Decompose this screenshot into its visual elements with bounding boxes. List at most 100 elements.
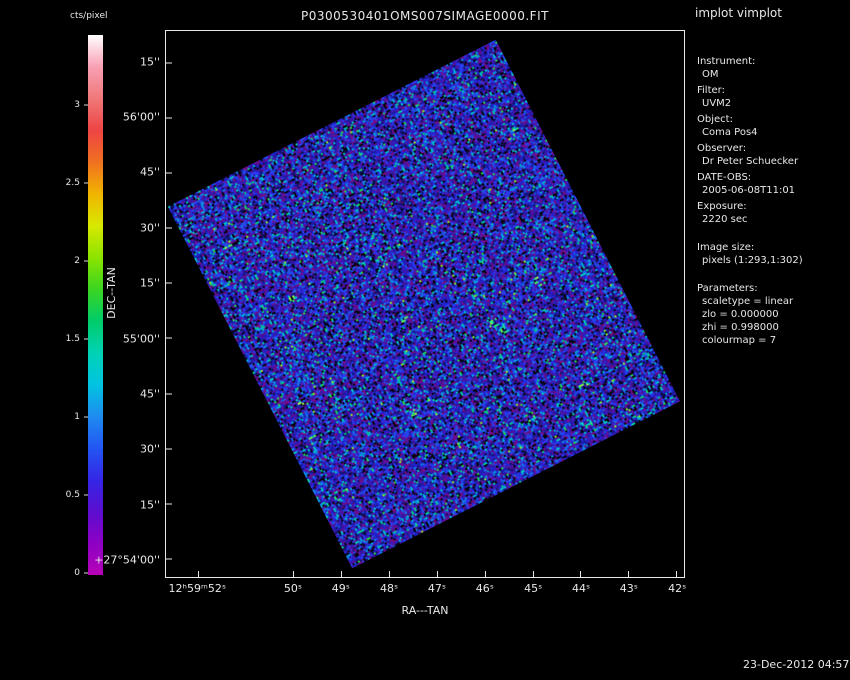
- plot-box: [165, 30, 685, 578]
- x-tick-mark: [676, 571, 678, 577]
- info-field-label: Exposure:: [697, 201, 747, 212]
- info-field-value: 2220 sec: [702, 214, 748, 225]
- x-tick-mark: [389, 571, 391, 577]
- x-tick-label: 12ʰ59ᵐ52ˢ: [168, 582, 226, 595]
- info-panel: Instrument: OM Filter: UVM2 Object: Coma…: [697, 55, 847, 350]
- y-tick-label: +27°54'00'': [94, 553, 160, 567]
- colorbar-tick-label: 2: [74, 256, 80, 267]
- info-field: Filter: UVM2: [697, 84, 847, 110]
- y-tick-label: 15'': [139, 498, 160, 512]
- x-tick-mark: [532, 571, 534, 577]
- info-field-label: DATE-OBS:: [697, 172, 752, 183]
- colorbar-tick-mark: [84, 494, 88, 496]
- info-spacer: [697, 229, 847, 241]
- info-field: DATE-OBS: 2005-06-08T11:01: [697, 171, 847, 197]
- image-title: P0300530401OMS007SIMAGE0000.FIT: [301, 9, 549, 23]
- x-tick-mark: [293, 571, 295, 577]
- y-tick-mark: [166, 117, 172, 119]
- y-tick-label: 30'': [139, 442, 160, 456]
- y-tick-mark: [166, 282, 172, 284]
- x-tick-mark: [628, 571, 630, 577]
- x-tick-label: 49ˢ: [331, 582, 350, 595]
- y-tick-label: 45'': [139, 165, 160, 179]
- info-field-label: Instrument:: [697, 56, 756, 67]
- info-field-value: Coma Pos4: [702, 127, 758, 138]
- info-field: Object: Coma Pos4: [697, 113, 847, 139]
- x-tick-mark: [580, 571, 582, 577]
- y-tick-mark: [166, 448, 172, 450]
- info-field-value: UVM2: [702, 98, 732, 109]
- timestamp: 23-Dec-2012 04:57: [743, 658, 850, 671]
- x-tick-mark: [436, 571, 438, 577]
- y-tick-label: 15'': [139, 276, 160, 290]
- parameters-field: Parameters: scaletype = linear zlo = 0.0…: [697, 282, 847, 347]
- y-tick-label: 45'': [139, 387, 160, 401]
- y-tick-mark: [166, 172, 172, 174]
- x-tick-label: 44ˢ: [571, 582, 591, 595]
- x-tick-label: 46ˢ: [475, 582, 494, 595]
- parameters-label: Parameters:: [697, 283, 758, 294]
- x-tick-marks: [166, 31, 684, 577]
- x-tick-label: 50ˢ: [283, 582, 302, 595]
- y-tick-marks: [166, 31, 684, 577]
- info-field: Exposure: 2220 sec: [697, 200, 847, 226]
- info-field: Instrument: OM: [697, 55, 847, 81]
- colorbar-title: cts/pixel: [70, 11, 108, 21]
- parameter-line: colourmap = 7: [702, 335, 777, 346]
- info-spacer: [697, 270, 847, 282]
- info-fields-list: Instrument: OM Filter: UVM2 Object: Coma…: [697, 55, 847, 226]
- x-tick-label: 42ˢ: [668, 582, 687, 595]
- parameter-line: zlo = 0.000000: [702, 309, 779, 320]
- x-axis-title: RA---TAN: [401, 604, 449, 617]
- x-tick-label: 48ˢ: [380, 582, 399, 595]
- image-size-label: Image size:: [697, 242, 755, 253]
- x-tick-label: 45ˢ: [524, 582, 543, 595]
- x-axis-tick-labels: 12ʰ59ᵐ52ˢ 50ˢ 49ˢ 48ˢ 47ˢ 46ˢ 45ˢ 44ˢ 43…: [165, 582, 687, 598]
- colorbar-tick-mark: [84, 572, 88, 574]
- image-size-value: pixels (1:293,1:302): [702, 255, 803, 266]
- colorbar-tick-label: 2.5: [65, 177, 80, 188]
- colorbar-tick-mark: [84, 104, 88, 106]
- colorbar-tick-mark: [84, 416, 88, 418]
- x-tick-label: 47ˢ: [427, 582, 447, 595]
- y-tick-mark: [166, 558, 172, 560]
- colorbar-tick-mark: [84, 260, 88, 262]
- y-tick-mark: [166, 62, 172, 64]
- x-tick-mark: [198, 571, 200, 577]
- y-axis-tick-labels: 15'' 56'00'' 45'' 30'' 15'' 55'00'' 45''…: [88, 30, 160, 578]
- colorbar-tick-label: 1.5: [65, 334, 80, 345]
- info-field-value: 2005-06-08T11:01: [702, 185, 796, 196]
- info-field-label: Observer:: [697, 143, 747, 154]
- colorbar-tick-marks: [84, 35, 88, 575]
- y-tick-mark: [166, 393, 172, 395]
- info-field-value: OM: [702, 69, 719, 80]
- y-tick-mark: [166, 337, 172, 339]
- colorbar-tick-labels: 3 2.5 2 1.5 1 0.5 0: [44, 35, 80, 578]
- y-axis-title: DEC--TAN: [105, 267, 118, 319]
- colorbar-tick-label: 1: [74, 411, 80, 422]
- colorbar-tick-label: 3: [74, 100, 80, 111]
- parameter-line: zhi = 0.998000: [702, 322, 779, 333]
- y-tick-label: 55'00'': [122, 332, 160, 346]
- colorbar-tick-label: 0: [74, 567, 80, 578]
- info-field-label: Object:: [697, 114, 733, 125]
- colorbar-tick-label: 0.5: [65, 490, 80, 501]
- y-tick-mark: [166, 503, 172, 505]
- colorbar-tick-mark: [84, 338, 88, 340]
- image-size-field: Image size: pixels (1:293,1:302): [697, 241, 847, 267]
- parameter-lines-list: scaletype = linear zlo = 0.000000 zhi = …: [697, 295, 847, 347]
- y-tick-label: 56'00'': [122, 110, 160, 124]
- parameter-line: scaletype = linear: [702, 296, 794, 307]
- colorbar-gradient: [88, 35, 103, 575]
- y-tick-mark: [166, 227, 172, 229]
- y-tick-label: 15'': [139, 55, 160, 69]
- x-tick-label: 43ˢ: [619, 582, 638, 595]
- x-tick-mark: [484, 571, 486, 577]
- app-name: implot vimplot: [695, 6, 782, 20]
- x-tick-mark: [341, 571, 343, 577]
- info-field-value: Dr Peter Schuecker: [702, 156, 799, 167]
- colorbar-tick-mark: [84, 182, 88, 184]
- info-field-label: Filter:: [697, 85, 725, 96]
- info-field: Observer: Dr Peter Schuecker: [697, 142, 847, 168]
